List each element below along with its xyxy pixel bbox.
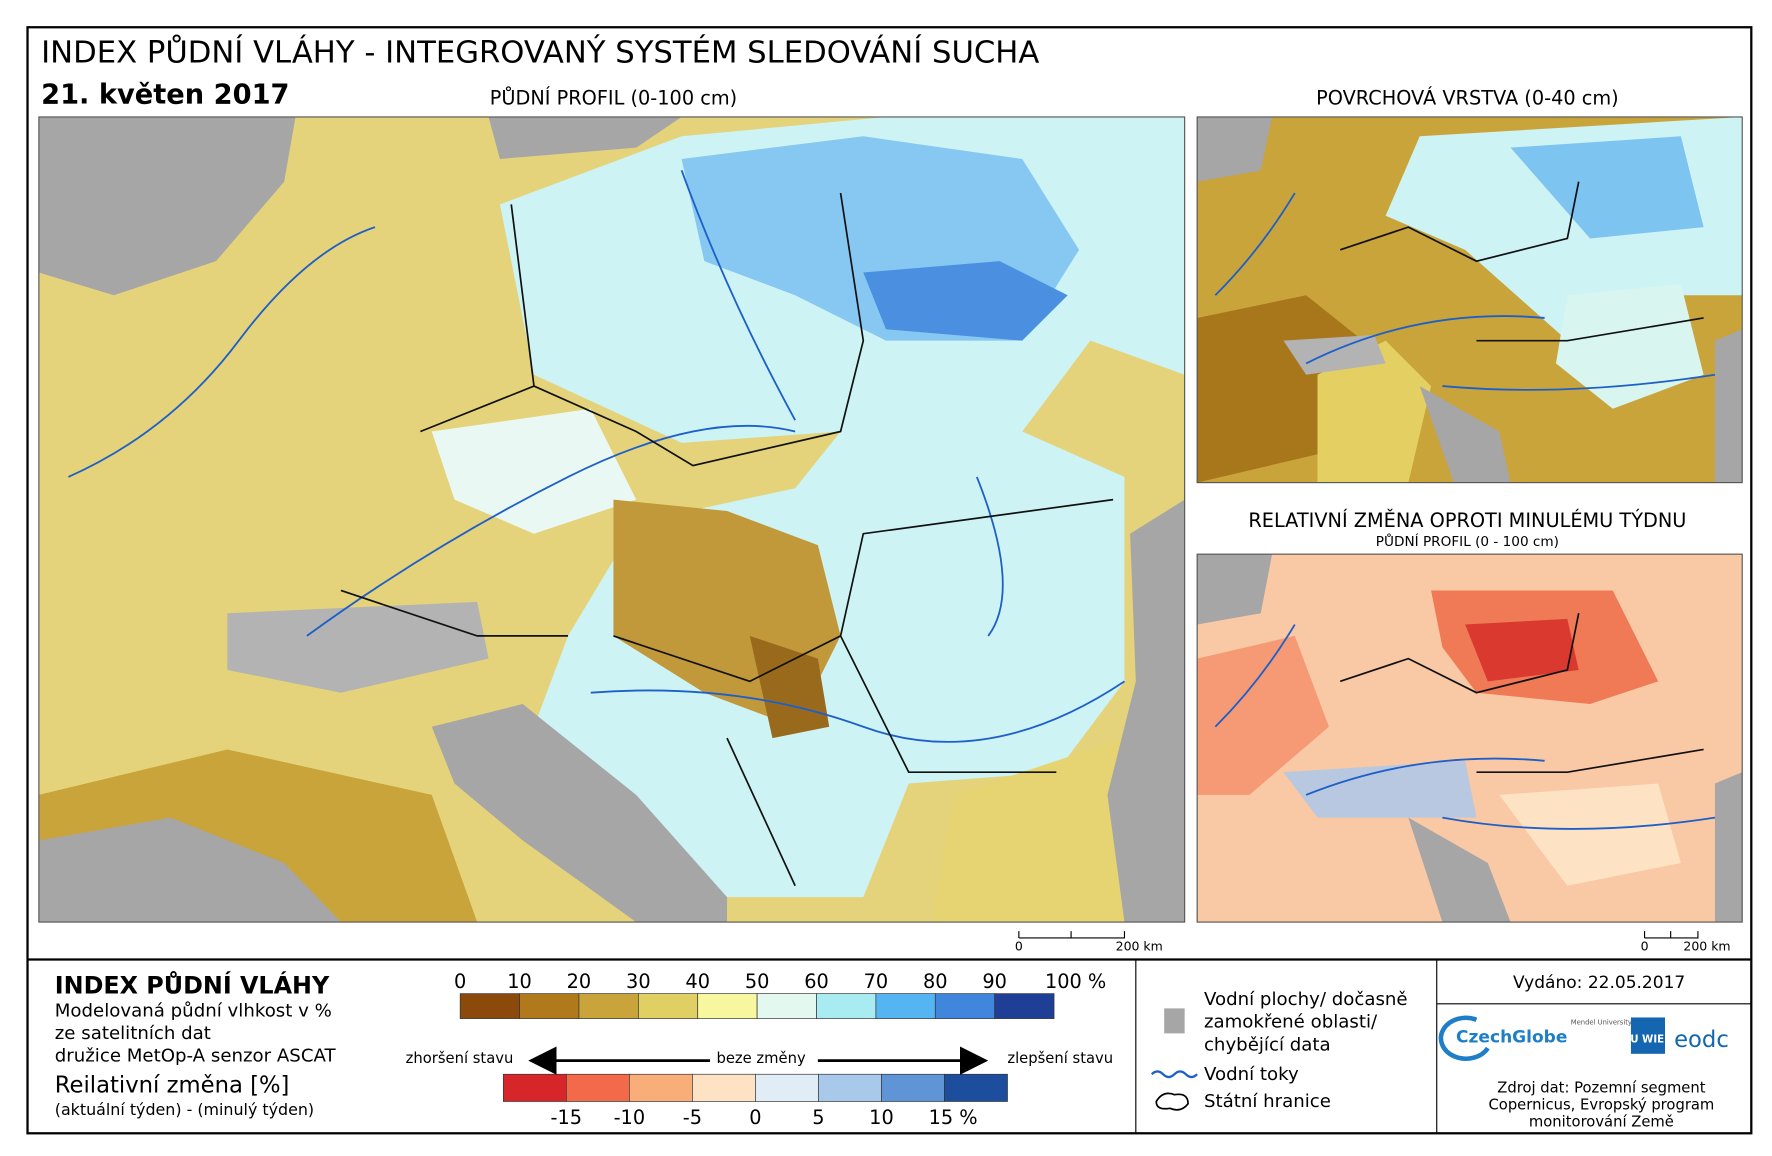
change-map [1197,554,1743,923]
issued: Vydáno: 22.05.2017 [1513,973,1685,993]
color-swatch [818,1073,882,1102]
surface-map [1197,116,1743,483]
color-swatch [994,993,1055,1019]
color-swatch [637,993,699,1019]
legend-line: ze satelitních dat [55,1023,211,1044]
source: monitorování Země [1529,1113,1674,1130]
scale-label: 0 [1015,938,1023,953]
scale-label: -10 [614,1106,646,1129]
scale-label: 80 [923,970,948,993]
color-swatch [944,1073,1008,1102]
legend-line: Modelovaná půdní vlhkost v % [55,1000,332,1021]
map-title: RELATIVNÍ ZMĚNA OPROTI MINULÉMU TÝDNU [1248,509,1686,532]
logo: TU WIEN [1623,1034,1672,1045]
map-border [1196,553,1743,923]
symbol-label: zamokřené oblasti/ [1204,1012,1378,1033]
color-swatch [816,993,877,1019]
moisture-scale: 0 10 20 30 40 50 60 70 80 90 100 % [454,970,1106,1019]
color-swatch [934,993,996,1019]
arrow-label: zlepšení stavu [1007,1050,1113,1067]
color-swatch [755,1073,819,1102]
change-note: (aktuální týden) - (minulý týden) [55,1100,314,1119]
river-symbol [1150,1070,1198,1079]
color-swatch [756,993,817,1019]
map-title: POVRCHOVÁ VRSTVA (0-40 cm) [1316,86,1619,109]
scale-label: 200 km [1116,938,1163,953]
symbol-label: Vodní toky [1204,1064,1299,1085]
logo-mark [1630,1017,1665,1054]
scale-label: 0 [454,970,466,993]
scale-label: 40 [685,970,710,993]
scale-label: 10 [869,1106,894,1129]
symbol-label: Vodní plochy/ dočasně [1204,989,1408,1010]
scale-label: 0 [749,1106,761,1129]
scale-label: 70 [864,970,889,993]
scale-label: 30 [626,970,651,993]
scale-label: 200 km [1683,938,1730,953]
color-swatch [459,993,520,1019]
map-border [38,116,1186,923]
map-border [1196,116,1743,484]
scale-label: 20 [567,970,592,993]
logo-mark [1438,1015,1490,1061]
change-scale: -15 -10 -5 0 5 10 15 % [502,1073,1008,1129]
color-swatch [565,1073,630,1102]
scale-label: 90 [982,970,1007,993]
scale-bar [1643,931,1699,939]
arrow-label: zhoršení stavu [406,1050,514,1067]
arrow-label: beze změny [716,1050,805,1067]
source: Zdroj dat: Pozemní segment [1497,1079,1705,1096]
border-symbol [1155,1092,1189,1111]
map-subtitle: PŮDNÍ PROFIL (0 - 100 cm) [1376,532,1559,550]
scale-label: 60 [804,970,829,993]
source: Copernicus, Evropský program [1489,1096,1715,1113]
water-swatch [1164,1008,1185,1034]
legend-line: družice MetOp-A senzor ASCAT [55,1046,337,1067]
color-swatch [578,993,639,1019]
scale-label: 100 % [1045,970,1106,993]
color-swatch [875,993,936,1019]
map-title: PŮDNÍ PROFIL (0-100 cm) [490,85,737,109]
change-title: Reilativní změna [%] [55,1072,290,1098]
scale-label: 15 % [929,1106,978,1129]
scale-label: 10 [507,970,532,993]
scale-label: 0 [1641,938,1649,953]
color-swatch [502,1073,567,1102]
logo: Mendel University in Brno [1571,1018,1659,1026]
color-swatch [519,993,580,1019]
logo: CzechGlobe [1456,1027,1567,1047]
symbol-label: chybějící data [1204,1034,1331,1055]
scale-label: -15 [551,1106,583,1129]
legend-title: INDEX PŮDNÍ VLÁHY [55,972,330,1000]
scale-label: -5 [683,1106,702,1129]
color-swatch [881,1073,945,1102]
color-swatch [629,1073,693,1102]
main-map [38,116,1185,923]
color-swatch [692,1073,756,1102]
logo: eodc [1674,1027,1729,1053]
scale-label: 5 [812,1106,824,1129]
title: INDEX PŮDNÍ VLÁHY - INTEGROVANÝ SYSTÉM S… [41,33,1039,70]
symbol-label: Státní hranice [1204,1091,1331,1112]
color-swatch [697,993,758,1019]
scale-bar [1018,931,1126,939]
scale-label: 50 [745,970,770,993]
date: 21. květen 2017 [41,79,289,110]
